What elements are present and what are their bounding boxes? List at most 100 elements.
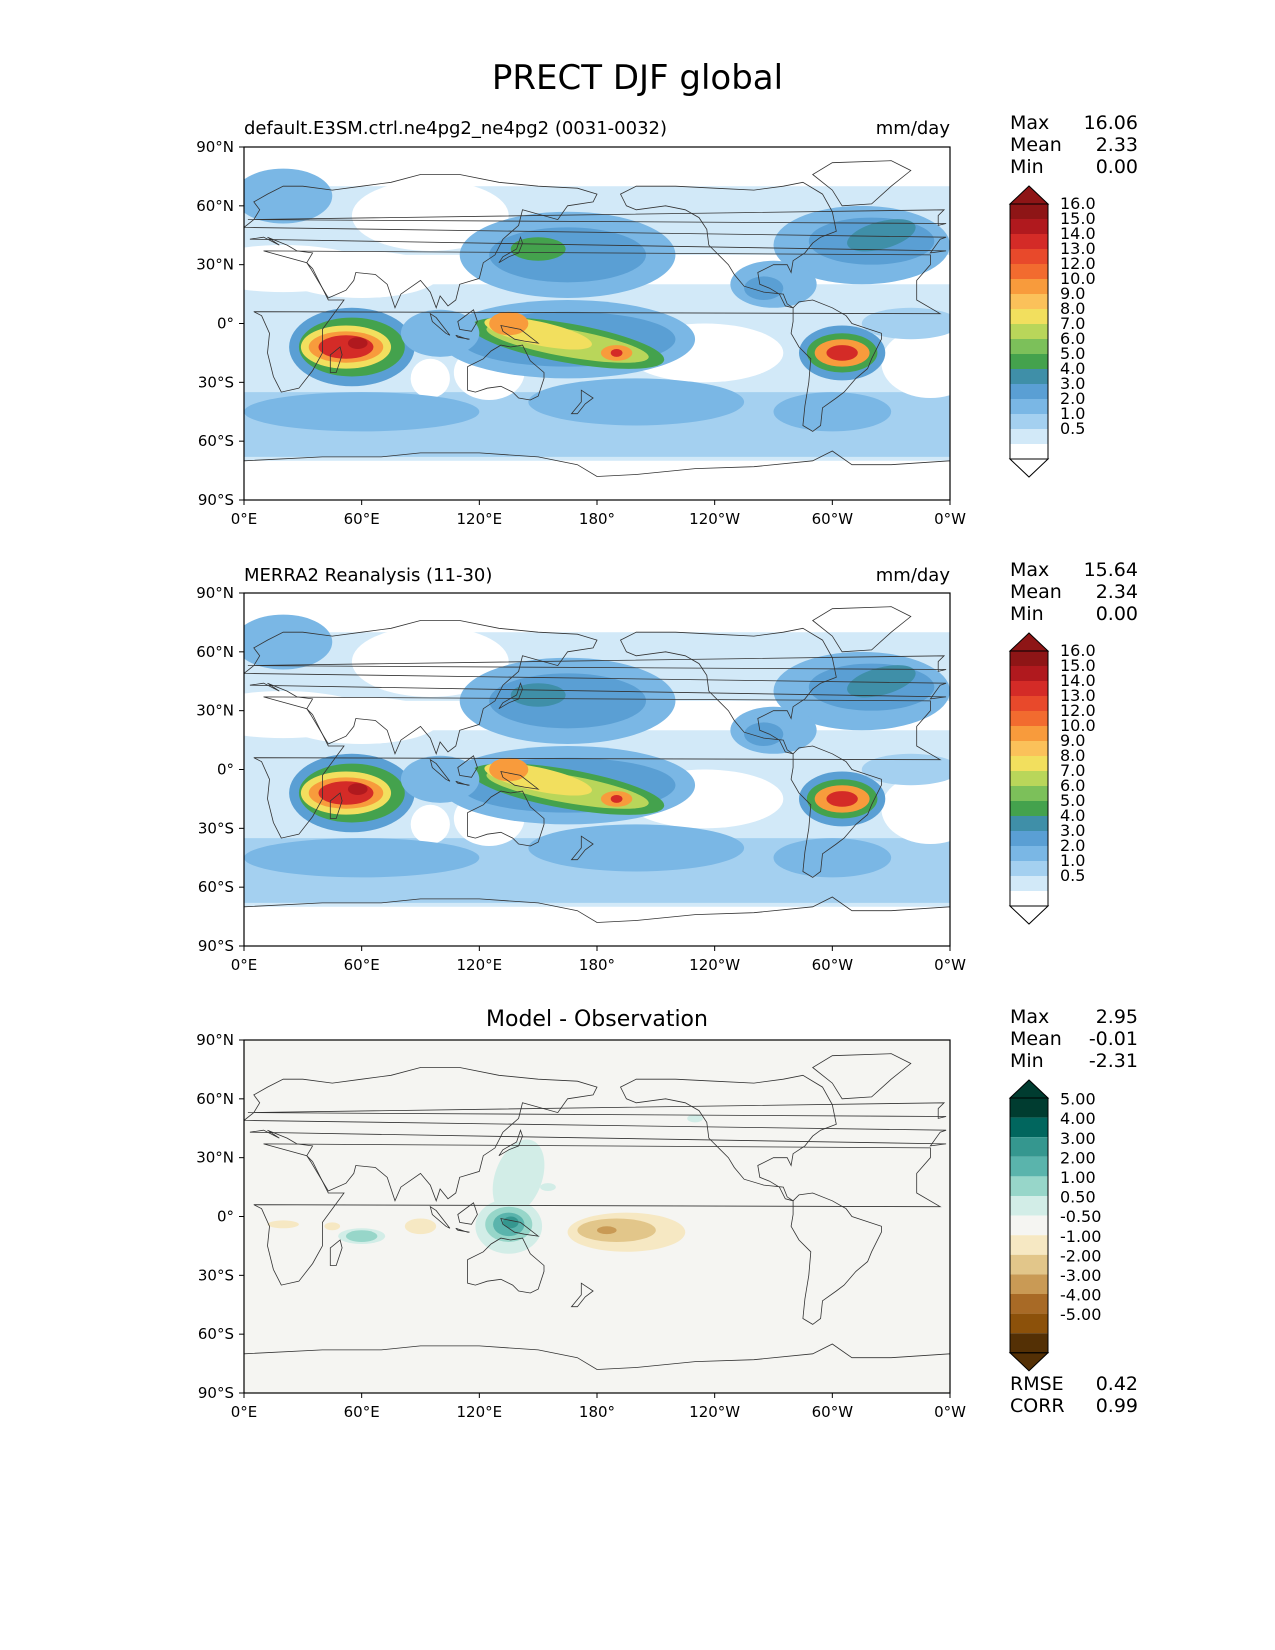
coastline bbox=[570, 1282, 594, 1308]
panel3-stats: Max 2.95 Mean -0.01 Min -2.31 bbox=[1010, 1006, 1138, 1072]
lat-tick-label: 90°N bbox=[196, 138, 234, 156]
colorbar-label: 5.0 bbox=[1060, 791, 1085, 810]
stat-row: Mean -0.01 bbox=[1010, 1028, 1138, 1050]
coastline bbox=[500, 324, 540, 344]
colorbar-label: 0.5 bbox=[1060, 866, 1085, 885]
coastline bbox=[247, 1102, 947, 1119]
contour-region bbox=[492, 1139, 545, 1216]
colorbar-frame bbox=[1009, 650, 1049, 907]
lat-tick-label: 0° bbox=[217, 315, 234, 333]
contour-region bbox=[489, 757, 529, 782]
panel1-units: mm/day bbox=[875, 118, 950, 139]
colorbar-segment bbox=[1010, 1137, 1048, 1157]
coastline bbox=[429, 1205, 451, 1229]
colorbar-segment bbox=[1010, 309, 1048, 324]
coastline bbox=[790, 299, 882, 432]
colorbar-segment bbox=[1010, 429, 1048, 444]
colorbar-label: 16.0 bbox=[1060, 641, 1096, 660]
lon-tick-label: 0°E bbox=[231, 510, 258, 528]
coastline bbox=[329, 792, 343, 819]
colorbar-label: 15.0 bbox=[1060, 656, 1096, 675]
map-axes-3: 0°E 60°E 120°E 180° 120°W 60°W 0°W 90°N 60°N 30°N… bbox=[196, 1031, 966, 1421]
coastline bbox=[812, 606, 912, 653]
contour-region bbox=[244, 838, 480, 878]
colorbar-segment bbox=[1010, 1176, 1048, 1196]
coastline bbox=[498, 235, 523, 264]
colorbar-segment bbox=[1010, 816, 1048, 831]
colorbar-label: 4.0 bbox=[1060, 806, 1085, 825]
colorbar-label: 2.0 bbox=[1060, 836, 1085, 855]
colorbar-segment bbox=[1010, 1117, 1048, 1138]
coastline bbox=[244, 174, 947, 310]
colorbar-segment bbox=[1010, 861, 1048, 876]
coastline bbox=[455, 334, 470, 340]
lon-tick-label: 0°W bbox=[934, 956, 966, 974]
colorbar-label: 9.0 bbox=[1060, 731, 1085, 750]
lon-tick-label: 60°E bbox=[344, 510, 380, 528]
contour-region bbox=[540, 1183, 556, 1192]
coastline bbox=[253, 696, 942, 839]
lat-tick-label: 90°N bbox=[196, 1031, 234, 1049]
colorbar-segment bbox=[1010, 294, 1048, 309]
lon-tick-label: 120°E bbox=[457, 956, 503, 974]
lon-tick-label: 120°E bbox=[457, 1403, 503, 1421]
colorbar-label: -1.00 bbox=[1060, 1227, 1101, 1246]
colorbar-extend-top bbox=[1008, 185, 1050, 205]
lat-tick-label: 90°N bbox=[196, 584, 234, 602]
colorbar-frame bbox=[1009, 1097, 1049, 1354]
dry-region bbox=[881, 773, 950, 845]
colorbar-segment bbox=[1010, 1254, 1048, 1275]
lon-tick-label: 60°W bbox=[812, 1403, 854, 1421]
colorbar-segment bbox=[1010, 369, 1048, 384]
colorbar-label: 0.50 bbox=[1060, 1188, 1096, 1207]
lat-tick-label: 30°N bbox=[196, 702, 234, 720]
contour-region bbox=[244, 392, 480, 432]
lat-tick-label: 60°S bbox=[198, 432, 234, 450]
coastline bbox=[329, 346, 343, 373]
coastline bbox=[467, 790, 545, 847]
colorbar-segment bbox=[1010, 786, 1048, 801]
colorbar-label: 0.5 bbox=[1060, 419, 1085, 438]
lat-tick-label: 0° bbox=[217, 1208, 234, 1226]
coastline bbox=[244, 896, 950, 946]
colorbar-label: -5.00 bbox=[1060, 1305, 1101, 1324]
contour-region bbox=[324, 1222, 341, 1231]
coastline bbox=[429, 758, 451, 782]
colorbar-label: 5.0 bbox=[1060, 344, 1085, 363]
colorbar-segment bbox=[1010, 891, 1048, 906]
colorbar-segment bbox=[1010, 696, 1048, 711]
coastline bbox=[247, 655, 947, 672]
colorbar-segment bbox=[1010, 666, 1048, 681]
coastline bbox=[429, 312, 451, 336]
colorbar-label: 7.0 bbox=[1060, 761, 1085, 780]
contour-region bbox=[502, 1216, 519, 1229]
colorbar-segment bbox=[1010, 1215, 1048, 1236]
coastline bbox=[253, 1143, 942, 1286]
stat-row: Min 0.00 bbox=[1010, 603, 1138, 625]
colorbar-segment bbox=[1010, 846, 1048, 861]
colorbar-label: -3.00 bbox=[1060, 1266, 1101, 1285]
colorbar-segment bbox=[1010, 756, 1048, 771]
coastline bbox=[457, 309, 478, 332]
colorbar-segment bbox=[1010, 1196, 1048, 1216]
map-axes-1: 0°E 60°E 120°E 180° 120°W 60°W 0°W 90°N 60°N 30°N… bbox=[196, 138, 966, 528]
stat-row: CORR 0.99 bbox=[1010, 1395, 1138, 1417]
colorbar-segment bbox=[1010, 324, 1048, 339]
colorbar-segment bbox=[1010, 399, 1048, 414]
lat-tick-label: 60°N bbox=[196, 1090, 234, 1108]
coastline bbox=[500, 1217, 540, 1237]
colorbar-panel2: 16.015.014.013.012.010.09.08.07.06.05.04… bbox=[1008, 632, 1096, 925]
coastline bbox=[570, 389, 594, 415]
lat-tick-label: 30°N bbox=[196, 1149, 234, 1167]
colorbar-segment bbox=[1010, 384, 1048, 399]
contour-region bbox=[400, 755, 480, 803]
colorbar-extend-bottom bbox=[1008, 1352, 1050, 1372]
colorbar-label: 6.0 bbox=[1060, 329, 1085, 348]
dry-region bbox=[283, 250, 441, 299]
contour-region bbox=[744, 276, 784, 300]
colorbar-extend-bottom bbox=[1008, 905, 1050, 925]
colorbar-segment bbox=[1010, 1098, 1048, 1118]
colorbar-segment bbox=[1010, 831, 1048, 846]
colorbar-label: 15.0 bbox=[1060, 209, 1096, 228]
